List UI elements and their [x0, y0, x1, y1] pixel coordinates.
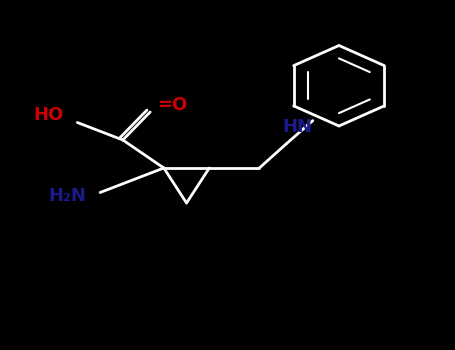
Text: HN: HN — [282, 119, 312, 136]
Text: =O: =O — [157, 96, 187, 114]
Text: HO: HO — [34, 106, 64, 125]
Text: H₂N: H₂N — [49, 187, 86, 205]
